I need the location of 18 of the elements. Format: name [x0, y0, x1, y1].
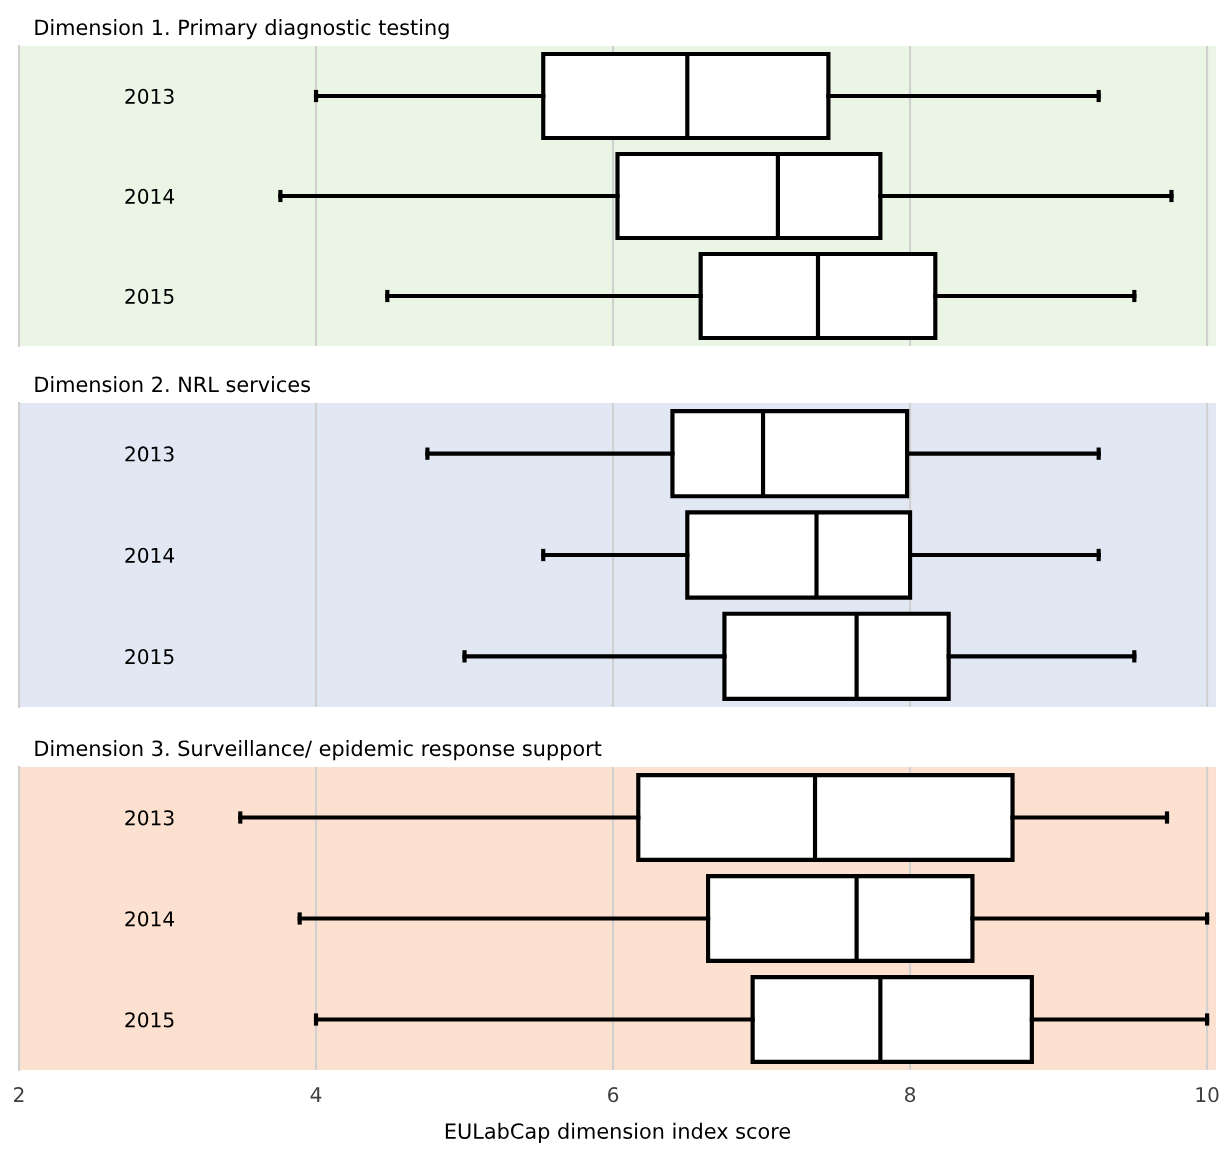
x-tick-label: 8: [905, 1087, 916, 1103]
y-tick-label: 2015: [125, 649, 174, 665]
y-tick-label: 2015: [125, 288, 174, 304]
chart-title: Dimension 2. NRL services: [35, 376, 310, 393]
x-tick-label: 6: [608, 1087, 619, 1103]
x-axis-title: EULabCap dimension index score: [445, 1122, 791, 1143]
y-tick-label: 2013: [125, 88, 174, 104]
x-tick-label: 4: [310, 1087, 322, 1102]
y-tick-label: 2014: [125, 547, 175, 563]
chart-title: Dimension 1. Primary diagnostic testing: [35, 19, 449, 40]
x-tick-label: 2: [14, 1087, 24, 1102]
y-tick-label: 2015: [125, 1012, 174, 1028]
y-tick-label: 2013: [125, 446, 174, 462]
y-tick-label: 2014: [125, 911, 175, 927]
y-tick-label: 2013: [125, 810, 174, 826]
y-tick-label: 2014: [125, 188, 175, 204]
x-tick-label: 10: [1196, 1087, 1219, 1103]
chart-title: Dimension 3. Surveillance/ epidemic response support: [35, 740, 602, 761]
